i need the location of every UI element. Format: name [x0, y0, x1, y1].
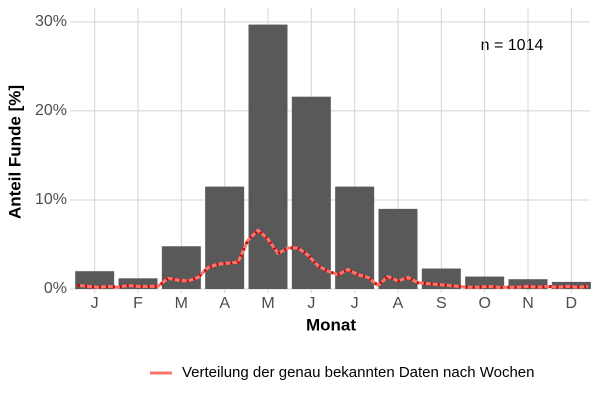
bar — [508, 279, 548, 289]
bar — [205, 186, 245, 289]
legend-label: Verteilung der genau bekannten Daten nac… — [182, 364, 535, 381]
x-tick-label: A — [219, 295, 230, 312]
y-axis-label: Anteil Funde [%] — [5, 85, 24, 219]
x-tick-label: M — [261, 295, 274, 312]
bar — [161, 246, 201, 289]
x-tick-label: J — [91, 295, 99, 312]
x-tick-label: J — [307, 295, 315, 312]
x-tick-label: F — [133, 295, 143, 312]
x-tick-label: N — [522, 295, 534, 312]
y-tick-label: 20% — [35, 102, 67, 119]
y-tick-label: 0% — [44, 280, 67, 297]
x-axis-label: Monat — [306, 315, 356, 334]
bar — [118, 278, 158, 289]
bar — [75, 271, 115, 289]
x-tick-label: S — [436, 295, 447, 312]
y-tick-label: 30% — [35, 13, 67, 30]
y-tick-label: 10% — [35, 191, 67, 208]
x-tick-label: A — [393, 295, 404, 312]
bar — [248, 24, 288, 290]
x-tick-label: J — [351, 295, 359, 312]
x-tick-label: M — [175, 295, 188, 312]
week-line-dots — [77, 228, 589, 289]
x-tick-label: O — [478, 295, 490, 312]
x-tick-label: D — [566, 295, 578, 312]
bar — [378, 208, 418, 289]
annotation: n = 1014 — [481, 37, 544, 54]
